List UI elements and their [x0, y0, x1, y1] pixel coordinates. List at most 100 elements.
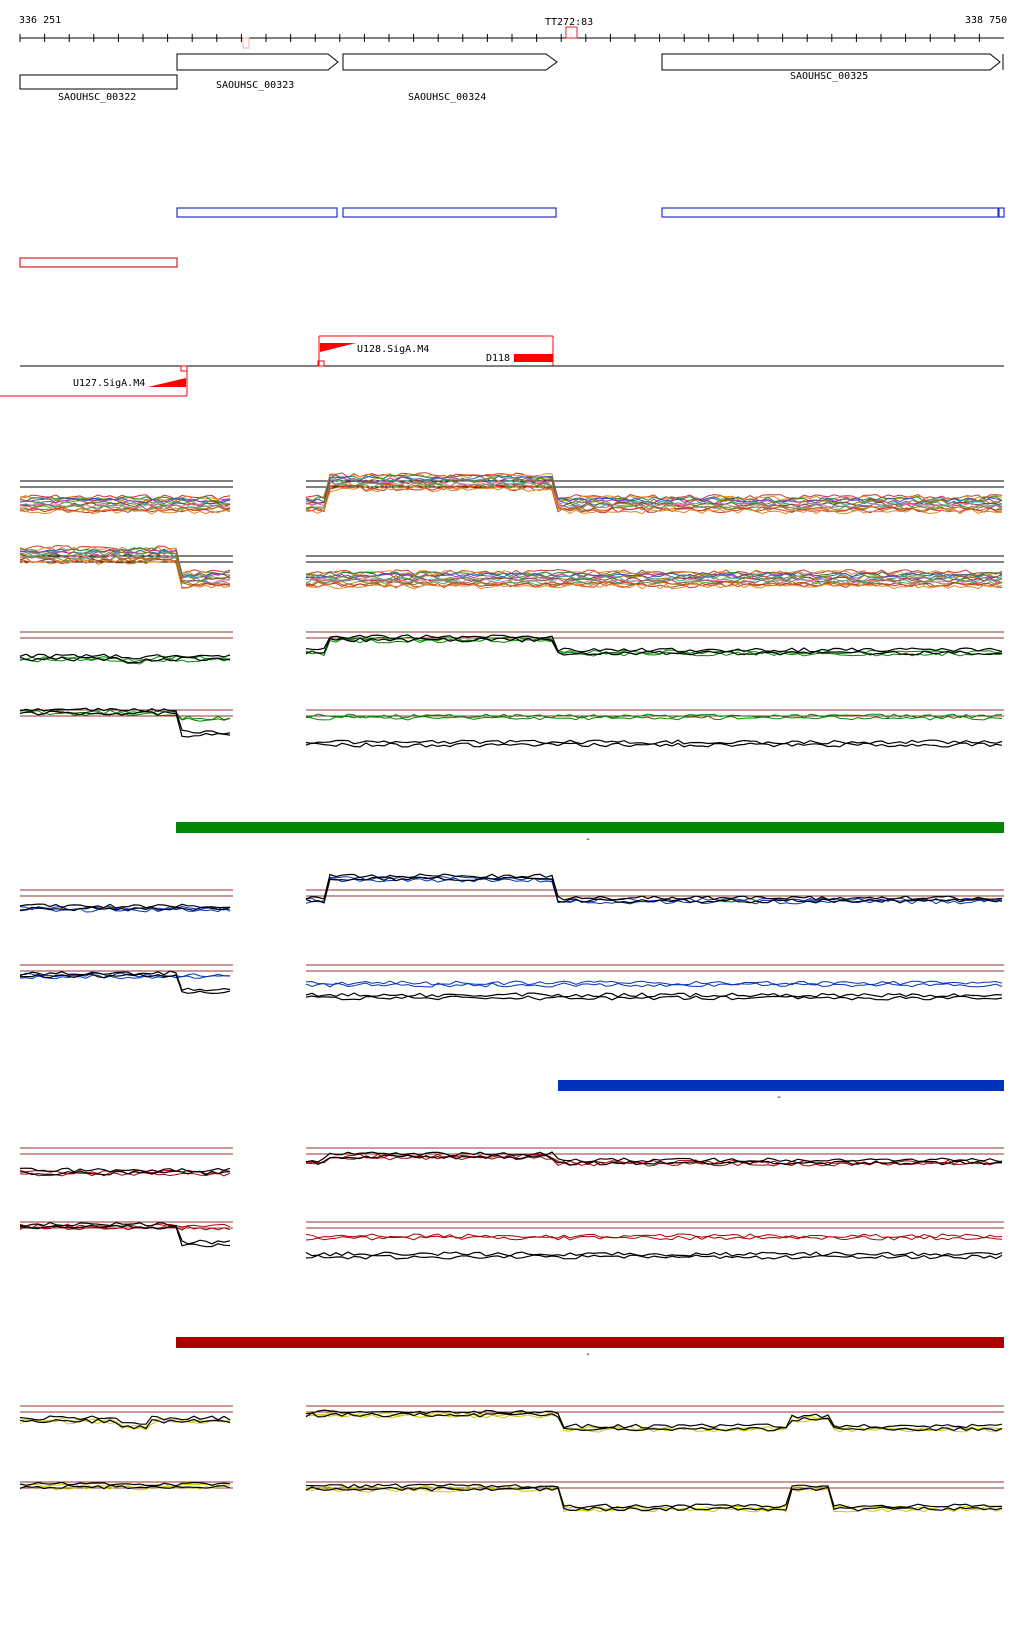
- condition-trace: [305, 638, 1003, 657]
- gene-arrow-00322[interactable]: [19, 74, 178, 90]
- plus-box-00325[interactable]: [661, 207, 999, 218]
- promoter-minus-start: [180, 365, 188, 372]
- condition-trace: [305, 982, 1003, 988]
- multi-trace: [305, 581, 1003, 588]
- promoter-plus-flag[interactable]: [320, 343, 356, 352]
- condition-trace: [19, 1225, 231, 1231]
- condition-trace: [305, 992, 1003, 998]
- multi-trace: [19, 559, 231, 589]
- feature-track: U128.SigA.M4 D118 U127.SigA.M4: [0, 335, 1004, 397]
- condition-trace: [19, 1419, 231, 1431]
- segment-label-red: -: [585, 1349, 591, 1360]
- condition-trace: [19, 973, 231, 995]
- condition-trace: [19, 1224, 231, 1248]
- condition-trace: [305, 742, 1003, 748]
- multi-trace: [19, 550, 231, 580]
- condition-trace: [19, 711, 231, 722]
- position-ruler: [19, 34, 1004, 42]
- condition-trace: [305, 1151, 1003, 1163]
- condition-trace: [19, 1481, 231, 1487]
- condition-trace: [305, 636, 1003, 655]
- coord-start: 336 251: [19, 15, 61, 26]
- segment-bar-green[interactable]: [176, 822, 1004, 833]
- minus-box-00322[interactable]: [19, 257, 178, 268]
- promoter-minus-flag[interactable]: [148, 378, 186, 387]
- condition-trace: [305, 980, 1003, 986]
- promoter-plus-label: U128.SigA.M4: [357, 344, 429, 355]
- gene-label-00323: SAOUHSC_00323: [216, 80, 294, 91]
- downstream-label: D118: [486, 353, 510, 364]
- promoter-plus-start: [317, 360, 325, 367]
- condition-trace: [19, 707, 231, 735]
- condition-trace: [19, 970, 231, 992]
- condition-trace: [305, 634, 1003, 653]
- multi-trace: [19, 508, 231, 515]
- condition-trace: [19, 1418, 231, 1430]
- condition-trace: [19, 905, 231, 911]
- segment-label-blue: -: [776, 1092, 782, 1103]
- multi-trace: [19, 503, 231, 509]
- multi-trace: [19, 507, 231, 514]
- multi-trace: [305, 474, 1003, 503]
- condition-trace: [305, 1485, 1003, 1511]
- condition-trace: [305, 1486, 1003, 1512]
- multi-trace: [305, 484, 1003, 513]
- condition-trace: [305, 1412, 1003, 1432]
- condition-trace: [305, 637, 1003, 656]
- multi-trace: [19, 547, 231, 577]
- condition-trace: [19, 657, 231, 665]
- condition-trace: [19, 1221, 231, 1245]
- condition-trace: [305, 1487, 1003, 1513]
- condition-trace: [19, 1170, 231, 1176]
- terminator-marker[interactable]: [565, 26, 578, 39]
- expression-tracks: [19, 472, 1004, 1513]
- multi-trace: [305, 569, 1003, 575]
- small-marker: [242, 37, 250, 49]
- condition-trace: [305, 1409, 1003, 1429]
- condition-trace: [305, 1233, 1003, 1239]
- multi-trace: [19, 500, 231, 507]
- condition-trace: [305, 1154, 1003, 1166]
- segment-label-green: -: [585, 834, 591, 845]
- condition-trace: [19, 903, 231, 909]
- downstream-bar[interactable]: [514, 354, 553, 362]
- plus-box-edge: [998, 207, 1005, 218]
- terminator-label[interactable]: TT272:83: [545, 17, 593, 28]
- condition-trace: [19, 972, 231, 978]
- condition-trace: [305, 876, 1003, 904]
- multi-trace: [19, 554, 231, 585]
- multi-trace: [305, 583, 1003, 590]
- gene-label-00322: SAOUHSC_00322: [58, 92, 136, 103]
- condition-trace: [305, 715, 1003, 721]
- condition-trace: [305, 1251, 1003, 1257]
- condition-trace: [19, 1415, 231, 1425]
- coord-end: 338 750: [965, 15, 1007, 26]
- gene-arrow-00325[interactable]: [661, 53, 1001, 71]
- gene-label-00324: SAOUHSC_00324: [408, 92, 486, 103]
- condition-trace: [305, 1235, 1003, 1241]
- segment-bar-red[interactable]: [176, 1337, 1004, 1348]
- condition-trace: [19, 906, 231, 912]
- multi-trace: [305, 578, 1003, 585]
- condition-trace: [19, 1484, 231, 1490]
- multi-trace: [19, 494, 231, 500]
- multi-trace: [19, 549, 231, 579]
- plus-strand-boxes: [176, 207, 1005, 218]
- plus-box-00323[interactable]: [176, 207, 338, 218]
- multi-trace: [305, 472, 1003, 501]
- multi-trace: [19, 504, 231, 511]
- multi-trace: [305, 485, 1003, 514]
- promoter-minus-label: U127.SigA.M4: [73, 378, 145, 389]
- condition-trace: [19, 710, 231, 738]
- condition-trace: [19, 653, 231, 660]
- plus-box-00324[interactable]: [342, 207, 557, 218]
- condition-trace: [305, 1483, 1003, 1509]
- condition-trace: [305, 873, 1003, 901]
- condition-trace: [19, 974, 231, 980]
- multi-trace: [305, 573, 1003, 580]
- segment-bar-blue[interactable]: [558, 1080, 1004, 1091]
- gene-arrow-00323[interactable]: [176, 53, 339, 71]
- gene-arrow-00324[interactable]: [342, 53, 558, 71]
- multi-trace: [305, 486, 1002, 515]
